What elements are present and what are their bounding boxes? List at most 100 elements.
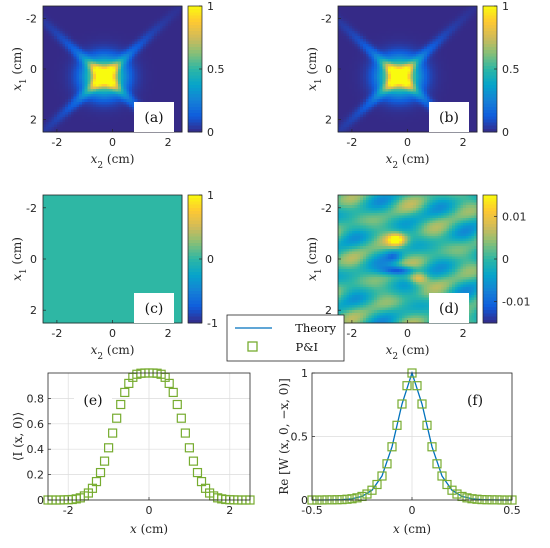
heatmap-cell [104,129,108,133]
heatmap-cell [379,18,384,22]
heatmap-cell [176,63,180,68]
heatmap-cell [120,43,125,47]
heatmap-cell [343,89,347,93]
heatmap-cell [176,86,180,90]
heatmap-cell [68,114,72,118]
heatmap-cell [118,121,122,126]
heatmap-cell [376,33,381,37]
heatmap-cell [145,13,150,17]
heatmap-cell [106,26,111,30]
heatmap-cell [56,114,61,118]
heatmap-cell [93,63,97,68]
heatmap-cell [104,58,108,63]
heatmap-cell [112,38,116,42]
heatmap-cell [56,106,61,110]
colorbar-step [188,9,202,13]
heatmap-cell [109,38,114,42]
heatmap-cell [176,8,180,12]
heatmap-cell [68,79,72,83]
heatmap-cell [371,33,375,37]
heatmap-cell [159,89,164,93]
heatmap-cell [54,66,58,70]
heatmap-cell [126,86,130,90]
heatmap-cell [73,6,77,10]
heatmap-cell [54,91,58,95]
heatmap-cell [109,13,114,17]
heatmap-cell [112,66,116,70]
heatmap-cell [371,38,375,42]
heatmap-cell [148,56,153,60]
heatmap-cell [151,16,155,20]
heatmap-cell [48,101,52,105]
heatmap-cell [137,99,141,103]
heatmap-cell [360,13,364,17]
heatmap-cell [93,114,97,118]
heatmap-cell [93,66,97,70]
heatmap-cell [79,119,83,123]
heatmap-cell [56,46,61,50]
heatmap-cell [388,99,392,103]
heatmap-cell [90,129,94,133]
heatmap-cell [120,8,125,12]
heatmap-cell [131,84,136,88]
heatmap-cell [343,61,347,65]
heatmap-cell [151,36,155,40]
heatmap-cell [170,31,175,35]
heatmap-cell [179,84,183,88]
heatmap-cell [159,84,164,88]
heatmap-cell [95,96,100,100]
heatmap-cell [87,13,91,17]
heatmap-cell [343,106,347,110]
heatmap-cell [360,106,364,110]
heatmap-cell [168,91,172,95]
heatmap-cell [120,33,125,37]
heatmap-cell [396,99,400,103]
heatmap-cell [363,41,367,45]
heatmap-cell [73,66,77,70]
heatmap-cell [151,94,155,98]
heatmap-cell [48,109,52,113]
heatmap-cell [382,48,386,52]
heatmap-cell [393,63,397,68]
heatmap-cell [154,26,158,30]
heatmap-cell [123,74,127,78]
heatmap-cell [76,46,80,50]
heatmap-cell [76,13,80,17]
heatmap-cell [120,36,125,40]
heatmap-cell [62,13,66,17]
heatmap-cell [123,126,127,131]
heatmap-cell [354,6,359,10]
heatmap-cell [93,99,97,103]
heatmap-cell [390,126,395,131]
heatmap-cell [106,79,111,83]
heatmap-cell [68,106,72,110]
heatmap-cell [349,91,353,95]
heatmap-cell [165,58,169,63]
heatmap-cell [156,84,161,88]
heatmap-cell [351,8,356,12]
heatmap-cell [56,13,61,17]
heatmap-cell [112,56,116,60]
heatmap-cell [368,61,372,65]
heatmap-cell [340,11,345,15]
heatmap-cell [68,36,72,40]
heatmap-cell [357,84,361,88]
heatmap-cell [95,13,100,17]
heatmap-cell [137,91,141,95]
heatmap-cell [156,58,161,63]
heatmap-cell [351,119,356,123]
heatmap-cell [123,106,127,110]
heatmap-cell [48,36,52,40]
heatmap-cell [126,66,130,70]
heatmap-cell [346,81,350,85]
heatmap-cell [148,33,153,37]
heatmap-cell [343,38,347,42]
heatmap-cell [156,38,161,42]
heatmap-cell [93,111,97,115]
heatmap-cell [51,23,55,27]
heatmap-cell [95,86,100,90]
heatmap-cell [379,74,384,78]
heatmap-cell [168,21,172,25]
heatmap-cell [360,43,364,47]
